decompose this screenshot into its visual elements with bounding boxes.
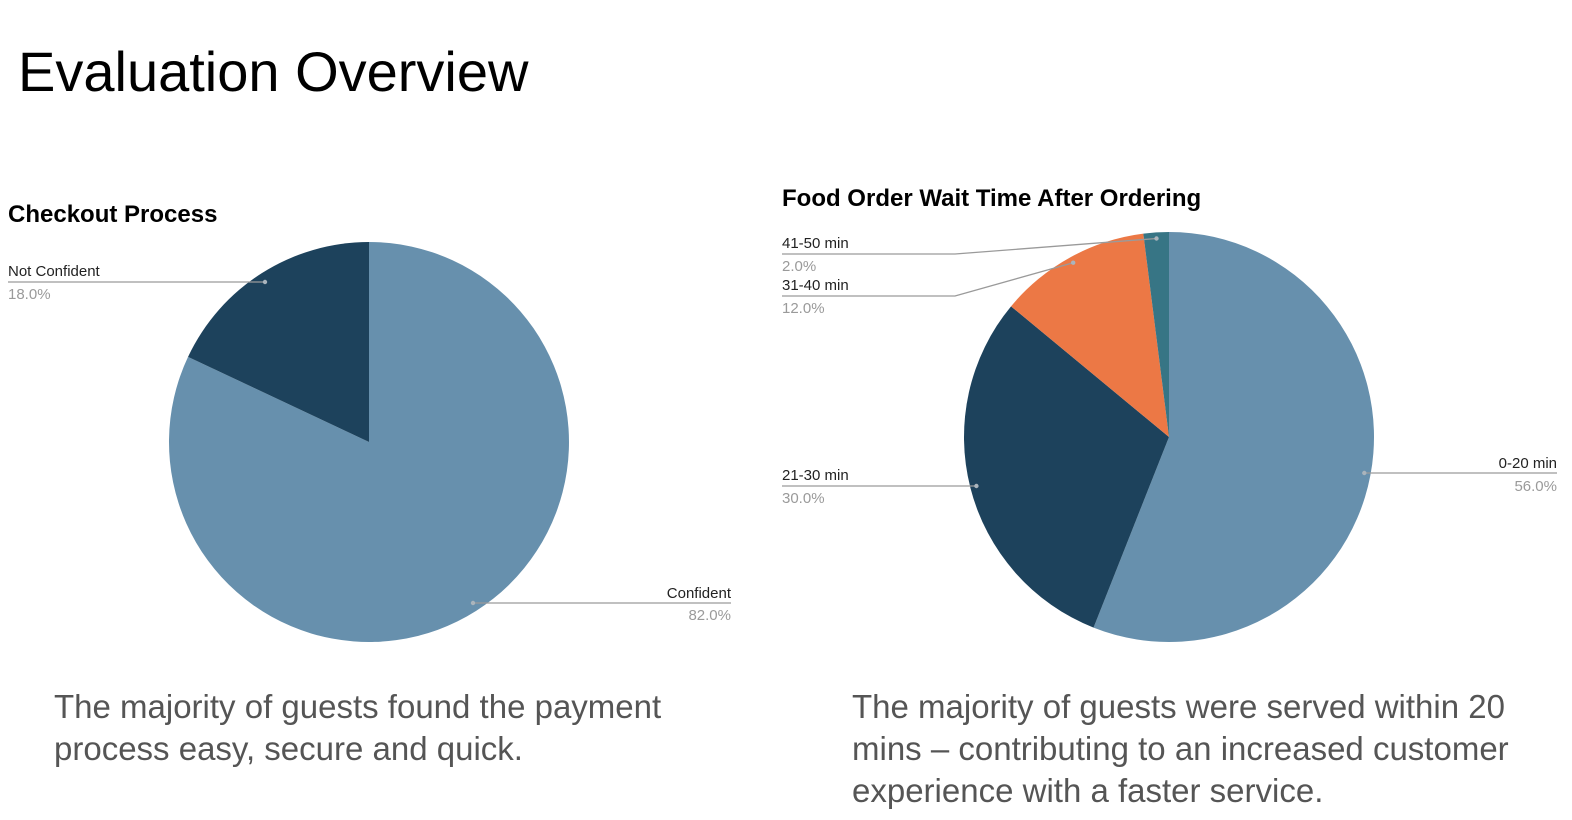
slice-percent-0-20-min: 56.0% — [1514, 478, 1557, 495]
leader-line-31-40-min — [782, 262, 1074, 297]
page-title: Evaluation Overview — [18, 40, 529, 103]
slice-label-31-40-min: 31-40 min — [782, 277, 849, 294]
leader-dot-41-50-min — [1154, 236, 1159, 241]
slice-percent-31-40-min: 12.0% — [782, 300, 825, 317]
pie-slice-not-confident — [188, 242, 369, 442]
slice-percent-not-confident: 18.0% — [8, 286, 51, 303]
slice-percent-41-50-min: 2.0% — [782, 258, 816, 275]
caption-checkout: The majority of guests found the payment… — [54, 688, 662, 767]
chart-food-wait-time: Food Order Wait Time After Ordering 0-20… — [782, 185, 1557, 642]
pie-slice-41-50-min — [1143, 232, 1169, 437]
pie-checkout: Confident 82.0% Not Confident 18.0% — [8, 242, 732, 642]
slice-label-confident: Confident — [667, 585, 732, 602]
leader-dot-0-20-min — [1362, 470, 1367, 476]
slice-percent-confident: 82.0% — [688, 607, 731, 624]
leader-dot-not-confident — [262, 279, 268, 285]
chart-title: Food Order Wait Time After Ordering — [782, 185, 1201, 212]
chart-checkout-process: Checkout Process Confident 82.0% Not Confi… — [8, 201, 732, 642]
pie-slice-31-40-min — [1011, 233, 1169, 437]
pie-slice-21-30-min — [963, 306, 1169, 628]
slice-label-21-30-min: 21-30 min — [782, 467, 849, 484]
pie-slice-confident — [168, 242, 569, 642]
pie-slice-0-20-min — [1093, 232, 1375, 642]
slice-label-0-20-min: 0-20 min — [1499, 455, 1557, 472]
slice-percent-21-30-min: 30.0% — [782, 490, 825, 507]
slice-label-not-confident: Not Confident — [8, 263, 101, 280]
pie-wait-time: 0-20 min 56.0% 21-30 min 30.0% 31-40 min 12.0… — [782, 232, 1557, 642]
chart-title: Checkout Process — [8, 201, 217, 228]
caption-wait-time: The majority of guests were served withi… — [852, 688, 1509, 809]
leader-dot-confident — [470, 600, 476, 606]
slice-label-41-50-min: 41-50 min — [782, 235, 849, 252]
leader-dot-31-40-min — [1071, 260, 1076, 265]
leader-dot-21-30-min — [974, 483, 979, 489]
leader-line-41-50-min — [782, 237, 1157, 255]
